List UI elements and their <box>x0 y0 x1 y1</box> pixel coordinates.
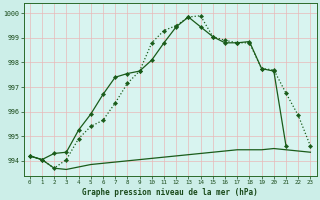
X-axis label: Graphe pression niveau de la mer (hPa): Graphe pression niveau de la mer (hPa) <box>82 188 258 197</box>
